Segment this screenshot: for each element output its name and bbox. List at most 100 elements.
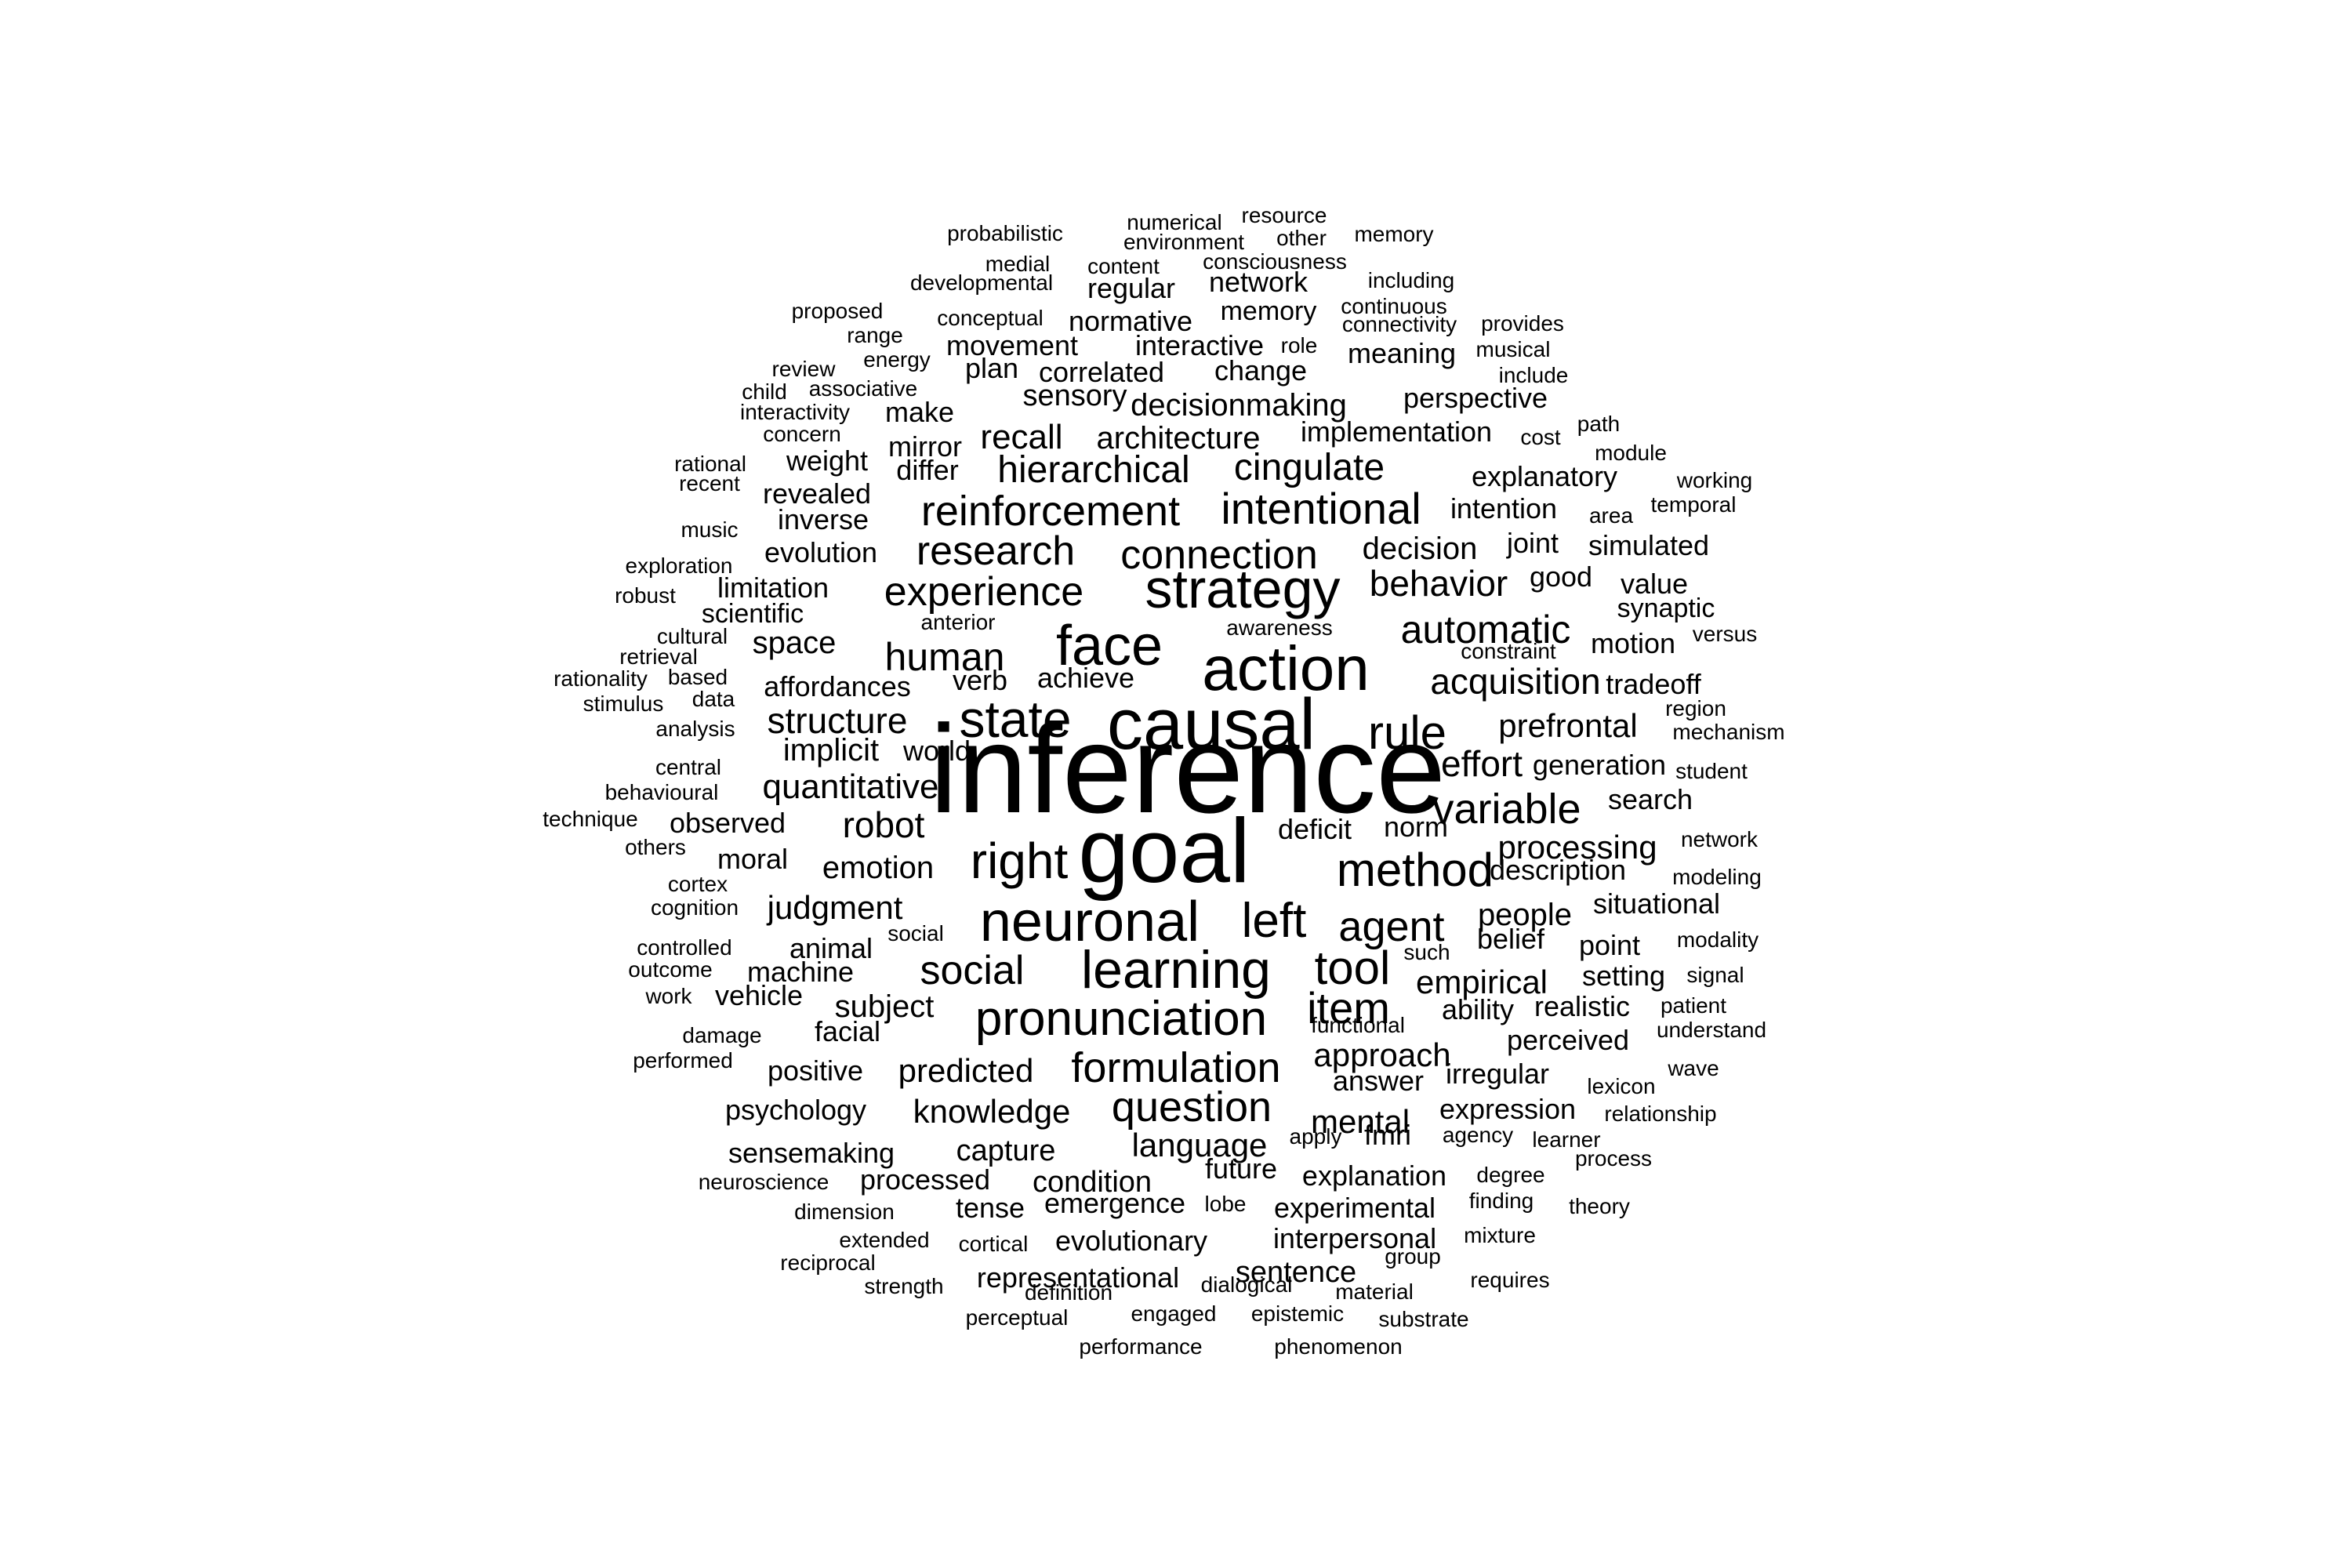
word-quantitative: quantitative (762, 768, 938, 806)
word-technique: technique (543, 807, 637, 831)
word-other: other (1276, 226, 1327, 250)
word-question: question (1112, 1083, 1272, 1131)
word-scientific: scientific (702, 599, 804, 629)
word-tool: tool (1315, 942, 1391, 994)
word-exploration: exploration (626, 554, 733, 578)
word-group: group (1385, 1244, 1441, 1269)
word-answer: answer (1333, 1065, 1424, 1097)
word-epistemic: epistemic (1251, 1301, 1344, 1326)
word-capture: capture (956, 1134, 1056, 1167)
word-value: value (1621, 568, 1688, 600)
word-outcome: outcome (628, 957, 712, 982)
word-social: social (920, 948, 1025, 993)
word-signal: signal (1686, 963, 1744, 987)
word-region: region (1665, 696, 1726, 720)
word-engaged: engaged (1131, 1301, 1216, 1326)
word-degree: degree (1476, 1163, 1544, 1187)
word-acquisition: acquisition (1430, 661, 1600, 702)
word-research: research (916, 528, 1075, 574)
word-deficit: deficit (1278, 813, 1352, 845)
word-left: left (1242, 894, 1307, 948)
word-controlled: controlled (637, 935, 731, 960)
word-area: area (1589, 503, 1633, 528)
word-pronunciation: pronunciation (975, 992, 1267, 1046)
word-automatic: automatic (1401, 608, 1571, 652)
word-world: world (902, 735, 971, 767)
word-cingulate: cingulate (1234, 447, 1385, 488)
word-role: role (1281, 333, 1318, 358)
word-differ: differ (896, 454, 958, 486)
word-goal: goal (1078, 800, 1250, 902)
word-intention: intention (1450, 492, 1557, 524)
word-positive: positive (768, 1054, 863, 1087)
word-mechanism: mechanism (1672, 720, 1784, 744)
word-analysis: analysis (655, 717, 735, 741)
word-connectivity: connectivity (1342, 312, 1457, 336)
word-functional: functional (1311, 1013, 1405, 1037)
word-associative: associative (809, 376, 918, 401)
word-perceptual: perceptual (966, 1305, 1069, 1330)
word-damage: damage (682, 1023, 761, 1047)
word-memory: memory (1221, 296, 1317, 326)
word-recent: recent (679, 471, 740, 495)
word-review: review (772, 357, 837, 381)
word-including: including (1368, 268, 1455, 292)
word-prefrontal: prefrontal (1498, 707, 1637, 744)
word-setting: setting (1582, 960, 1665, 992)
word-developmental: developmental (910, 270, 1053, 295)
word-right: right (971, 833, 1069, 889)
word-cost: cost (1520, 425, 1561, 449)
word-rational: rational (674, 452, 746, 476)
word-reciprocal: reciprocal (780, 1250, 875, 1275)
word-face: face (1056, 615, 1163, 677)
word-probabilistic: probabilistic (947, 221, 1063, 245)
word-approach: approach (1313, 1036, 1450, 1073)
word-central: central (655, 755, 721, 779)
word-range: range (847, 323, 903, 347)
word-dimension: dimension (794, 1200, 895, 1224)
word-method: method (1337, 844, 1494, 896)
word-medial: medial (985, 252, 1050, 276)
word-ability: ability (1442, 993, 1514, 1025)
word-lexicon: lexicon (1587, 1074, 1655, 1098)
word-simulated: simulated (1588, 529, 1709, 561)
word-consciousness: consciousness (1203, 249, 1347, 274)
word-processed: processed (860, 1163, 990, 1196)
word-change: change (1214, 354, 1307, 387)
word-requires: requires (1470, 1268, 1549, 1292)
word-norm: norm (1384, 811, 1448, 843)
word-experimental: experimental (1274, 1192, 1436, 1224)
word-process: process (1575, 1146, 1652, 1171)
word-performed: performed (633, 1048, 733, 1073)
word-mixture: mixture (1464, 1223, 1536, 1247)
word-reinforcement: reinforcement (921, 488, 1180, 535)
word-connection: connection (1120, 532, 1318, 578)
word-concern: concern (763, 422, 841, 446)
word-variable: variable (1432, 786, 1581, 833)
word-data: data (692, 687, 735, 711)
word-perceived: perceived (1507, 1024, 1629, 1056)
word-psychology: psychology (725, 1094, 866, 1126)
word-agency: agency (1443, 1123, 1513, 1147)
word-robust: robust (615, 583, 676, 608)
word-state: state (959, 690, 1071, 748)
word-make: make (885, 396, 954, 428)
word-point: point (1579, 929, 1640, 961)
word-mirror: mirror (888, 430, 962, 463)
word-animal: animal (789, 932, 873, 964)
word-music: music (681, 517, 738, 542)
word-affordances: affordances (764, 670, 910, 702)
word-learning: learning (1081, 940, 1271, 1000)
word-explanatory: explanatory (1472, 460, 1617, 492)
word-neuronal: neuronal (980, 891, 1200, 953)
word-perspective: perspective (1403, 382, 1548, 414)
word-rationality: rationality (554, 666, 648, 691)
word-generation: generation (1533, 749, 1666, 781)
word-anterior: anterior (921, 610, 996, 634)
word-predicted: predicted (898, 1052, 1034, 1089)
word-synaptic: synaptic (1617, 593, 1715, 623)
word-interactive: interactive (1135, 329, 1264, 361)
word-apply: apply (1290, 1124, 1342, 1149)
word-weight: weight (786, 445, 868, 477)
word-knowledge: knowledge (913, 1093, 1071, 1130)
